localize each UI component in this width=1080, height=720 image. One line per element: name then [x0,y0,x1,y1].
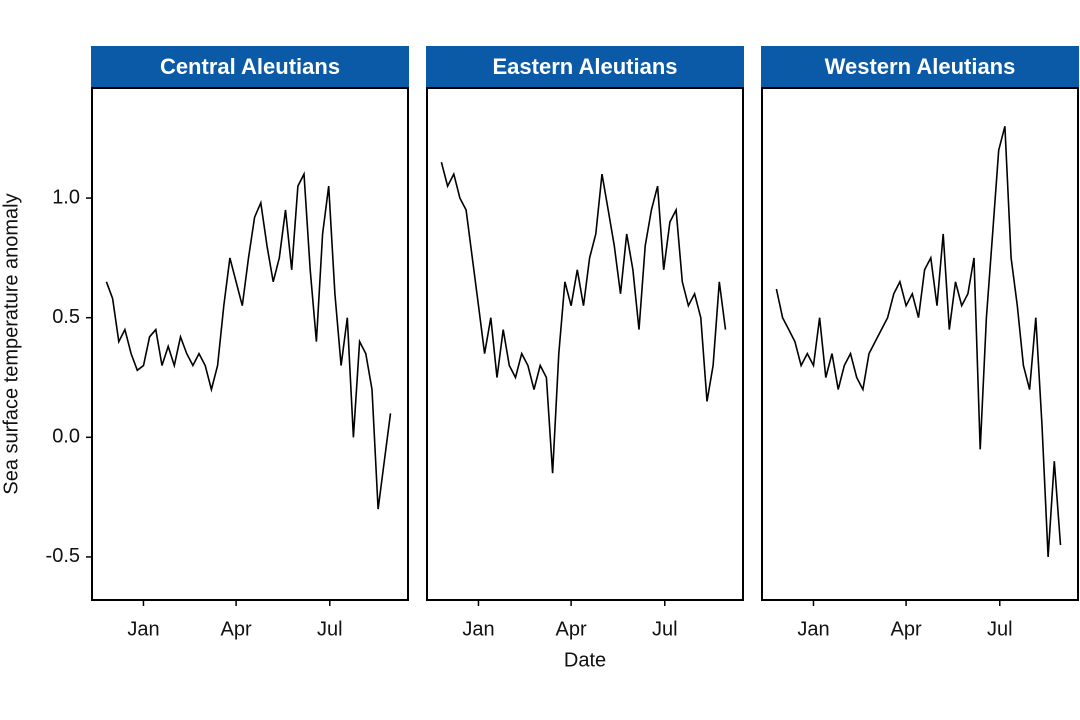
facet-strip [761,46,1079,87]
panel-border [761,87,1079,601]
facet-strip [426,46,744,87]
x-tick-label: Jul [317,618,343,640]
y-tick-label: -0.5 [46,545,80,567]
data-line [105,171,392,510]
facet-strip [91,46,409,87]
x-tick-label: Jul [987,618,1013,640]
facet-title: Central Aleutians [160,54,340,79]
x-tick-label: Jan [797,618,829,640]
x-tick-label: Jan [462,618,494,640]
x-tick-label: Apr [891,618,922,640]
data-line [775,126,1062,557]
y-tick-label: 0.5 [52,306,80,328]
data-line [440,161,727,474]
panel-border [91,87,409,601]
y-tick-label: 1.0 [52,186,80,208]
x-tick-label: Apr [556,618,587,640]
y-axis-label: Sea surface temperature anomaly [0,193,22,494]
panel-border [426,87,744,601]
x-tick-label: Apr [221,618,252,640]
facet-title: Eastern Aleutians [492,54,677,79]
x-tick-label: Jul [652,618,678,640]
x-tick-label: Jan [127,618,159,640]
facet-title: Western Aleutians [825,54,1016,79]
y-tick-label: 0.0 [52,426,80,448]
x-axis-label: Date [564,649,606,671]
